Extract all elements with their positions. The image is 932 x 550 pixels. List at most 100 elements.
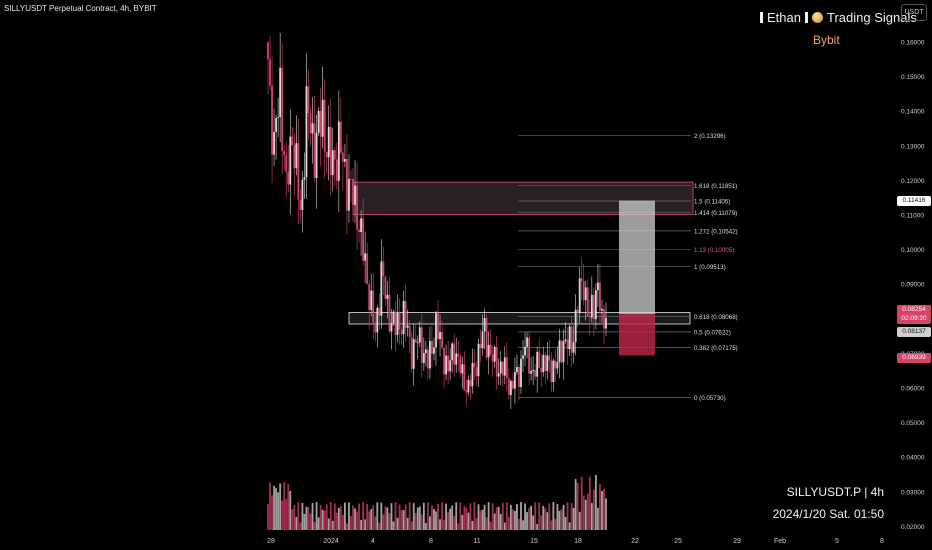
candle-body	[329, 126, 332, 176]
candle-body	[346, 158, 348, 211]
candle-body	[564, 339, 567, 342]
candle-body	[404, 300, 407, 328]
candle-body	[410, 337, 413, 369]
brand-suffix: Trading Signals	[826, 10, 917, 25]
volume-bar	[507, 516, 510, 530]
candle-body	[542, 354, 545, 373]
volume-bar	[576, 482, 579, 530]
candle-body	[445, 355, 448, 375]
x-tick-label: 28	[267, 538, 275, 545]
candle-body	[408, 325, 411, 338]
volume-bar	[431, 505, 433, 530]
volume-bar	[426, 502, 429, 530]
volume-bar	[374, 516, 377, 530]
exchange-label: Bybit	[813, 33, 840, 47]
candle-body	[380, 261, 383, 316]
volume-bar	[564, 516, 567, 530]
candle-body	[578, 278, 581, 313]
candle-body	[554, 360, 557, 369]
volume-bar	[315, 502, 318, 530]
volume-bar	[354, 508, 356, 530]
x-tick-label: 2024	[323, 538, 339, 545]
volume-bar	[406, 517, 409, 530]
y-tick-label: 0.09000	[901, 282, 925, 289]
candle-body	[495, 346, 498, 377]
candle-body	[412, 339, 415, 369]
candle-body	[431, 340, 433, 354]
candle-body	[520, 358, 522, 387]
candle-body	[273, 131, 275, 155]
volume-bar	[514, 510, 516, 530]
candle-body	[483, 317, 486, 332]
candle-body	[299, 199, 302, 211]
currency-button[interactable]: USDT	[901, 4, 927, 21]
volume-bar	[475, 518, 478, 530]
y-tick-label: 0.02000	[901, 524, 925, 531]
volume-bar	[422, 502, 425, 530]
candle-body	[388, 294, 391, 332]
candle-body	[309, 113, 312, 134]
fib-label: 0 (0.05730)	[694, 395, 726, 402]
volume-bar	[546, 512, 549, 530]
candle-body	[323, 99, 326, 152]
candle-body	[528, 337, 530, 374]
candle-body	[443, 347, 445, 375]
volume-bar	[339, 506, 342, 530]
candle-body	[293, 145, 296, 169]
candle-body	[574, 309, 577, 342]
candle-body	[605, 317, 607, 329]
volume-bar	[311, 502, 314, 530]
candle-body	[544, 354, 547, 372]
volume-bar	[582, 495, 585, 530]
volume-bar	[366, 503, 369, 530]
candle-body	[441, 331, 443, 348]
candle-body	[350, 178, 352, 180]
candle-body	[386, 294, 389, 299]
candle-body	[582, 281, 585, 301]
candle-body	[271, 85, 273, 155]
volume-bar	[592, 489, 595, 530]
volume-bar	[453, 515, 456, 530]
candle-body	[522, 355, 524, 359]
x-tick-label: 5	[835, 538, 839, 545]
candle-body	[435, 313, 437, 348]
volume-bar	[398, 504, 401, 530]
brand-name: Ethan	[767, 10, 801, 25]
volume-bar	[597, 507, 599, 530]
candle-body	[556, 361, 559, 369]
volume-bar	[542, 505, 545, 530]
x-tick-label: 11	[473, 538, 480, 545]
volume-bar	[271, 495, 273, 530]
candle-body	[584, 287, 587, 301]
candle-body	[362, 218, 365, 261]
volume-bar	[590, 503, 593, 530]
volume-bar	[445, 503, 448, 530]
candle-body	[501, 361, 504, 376]
volume-bar	[394, 502, 397, 530]
volume-bar	[503, 522, 506, 530]
volume-bar	[463, 506, 466, 530]
fib-label: 2 (0.13296)	[694, 133, 726, 140]
candle-body	[281, 67, 284, 152]
volume-bar	[305, 506, 308, 530]
volume-bar	[301, 502, 304, 530]
volume-bar	[418, 506, 421, 530]
volume-bar	[505, 502, 508, 530]
volume-bar	[487, 502, 490, 530]
volume-bar	[572, 507, 575, 530]
volume-bar	[281, 500, 284, 530]
volume-bar	[285, 498, 288, 530]
volume-bar	[603, 488, 605, 530]
candle-body	[394, 311, 397, 336]
volume-bar	[335, 512, 338, 530]
volume-bar	[269, 482, 271, 530]
y-tick-label: 0.10000	[901, 247, 925, 254]
volume-bar	[449, 508, 452, 530]
volume-bar	[341, 514, 344, 530]
volume-bar	[390, 503, 393, 530]
volume-bar	[570, 502, 573, 530]
candle-body	[372, 290, 375, 323]
candle-body	[348, 178, 350, 211]
volume-bar	[516, 504, 518, 530]
